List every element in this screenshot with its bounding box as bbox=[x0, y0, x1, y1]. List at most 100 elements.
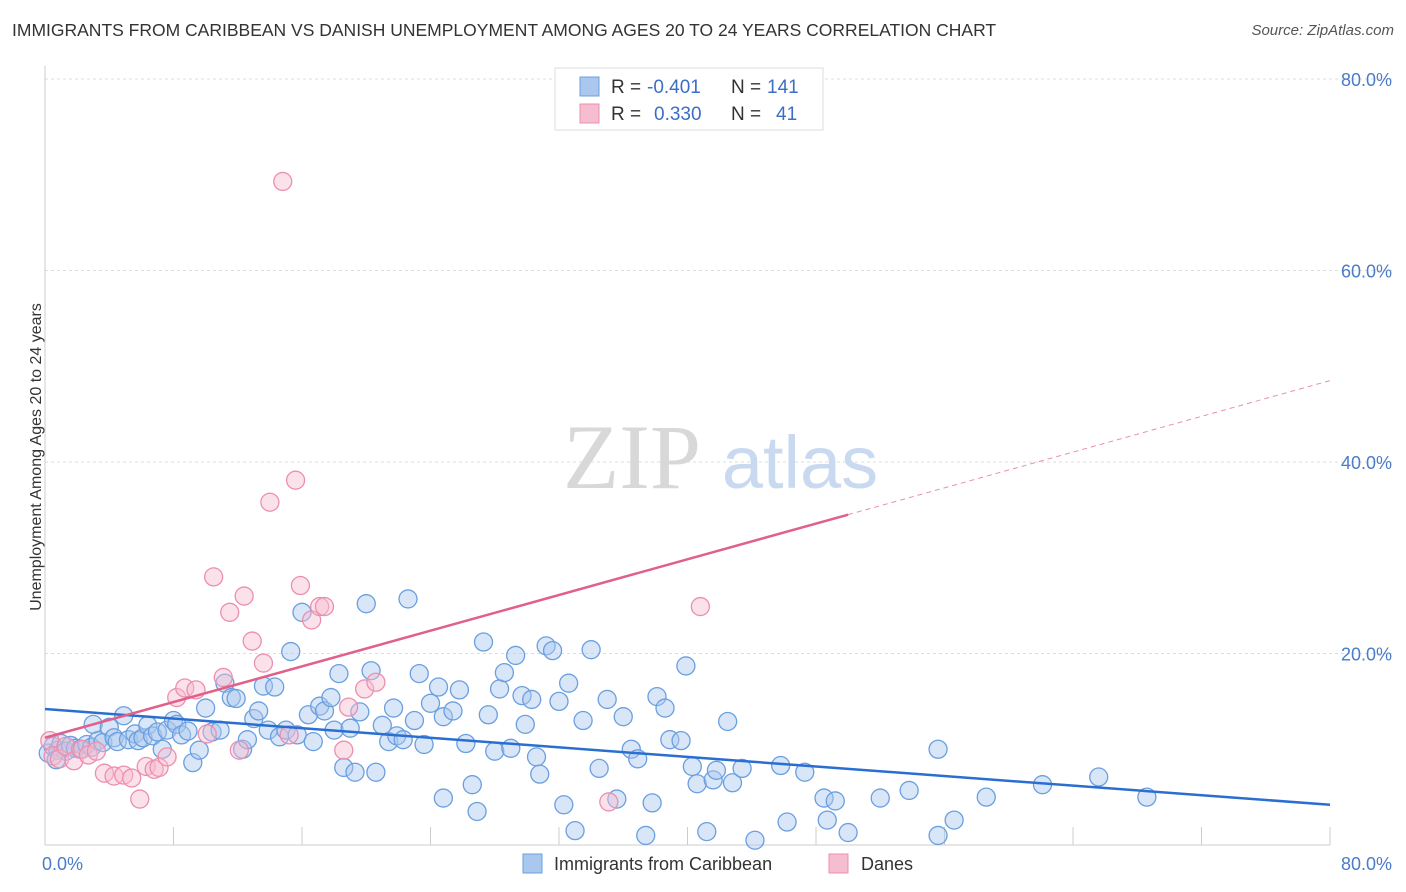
caribbean-point-130 bbox=[838, 822, 858, 843]
caribbean-point-102 bbox=[589, 758, 609, 779]
danes-point-41 bbox=[690, 596, 710, 617]
caribbean-point-134 bbox=[928, 825, 948, 846]
danes-point-32 bbox=[290, 575, 311, 596]
watermark-atlas: atlas bbox=[722, 421, 878, 504]
danes-point-28 bbox=[260, 492, 280, 512]
axes bbox=[44, 66, 1331, 846]
caribbean-point-86 bbox=[494, 663, 515, 683]
caribbean-point-95 bbox=[542, 640, 563, 661]
legend-swatch-blue bbox=[579, 76, 600, 97]
caribbean-point-57 bbox=[334, 757, 354, 778]
caribbean-point-85 bbox=[489, 679, 510, 699]
caribbean-point-72 bbox=[414, 734, 434, 755]
caribbean-point-123 bbox=[745, 830, 765, 850]
danes-point-30 bbox=[279, 725, 299, 745]
caribbean-point-41 bbox=[248, 701, 269, 721]
gridlines bbox=[45, 78, 1392, 654]
tick-labels: 20.0% 40.0% 60.0% 80.0% 0.0% 80.0% bbox=[42, 70, 1392, 874]
caribbean-point-126 bbox=[795, 762, 815, 782]
danes-point-15 bbox=[149, 757, 169, 778]
chart-title: IMMIGRANTS FROM CARIBBEAN VS DANISH UNEM… bbox=[12, 20, 997, 40]
danes-point-20 bbox=[197, 724, 217, 744]
caribbean-point-74 bbox=[428, 677, 449, 697]
danes-point-29 bbox=[273, 171, 293, 192]
legend-r-label-0: R = bbox=[611, 77, 641, 98]
danes-point-38 bbox=[354, 679, 375, 699]
caribbean-point-63 bbox=[366, 762, 386, 782]
caribbean-point-108 bbox=[636, 825, 656, 846]
danes-point-31 bbox=[285, 470, 306, 490]
caribbean-point-136 bbox=[976, 787, 996, 807]
caribbean-point-78 bbox=[449, 680, 470, 700]
caribbean-point-79 bbox=[456, 733, 476, 754]
danes-point-35 bbox=[314, 596, 335, 617]
legend-r-value-1: 0.330 bbox=[654, 104, 702, 125]
caribbean-point-49 bbox=[292, 602, 312, 622]
caribbean-point-69 bbox=[398, 589, 418, 609]
caribbean-point-90 bbox=[515, 714, 535, 735]
caribbean-point-29 bbox=[178, 721, 198, 741]
caribbean-point-109 bbox=[642, 793, 662, 813]
caribbean-point-98 bbox=[558, 673, 579, 693]
caribbean-point-68 bbox=[393, 730, 413, 750]
series-danes-points bbox=[40, 171, 710, 812]
caribbean-point-125 bbox=[777, 812, 797, 832]
y-tick-label-2: 60.0% bbox=[1341, 262, 1392, 282]
caribbean-point-101 bbox=[581, 640, 601, 660]
danes-point-7 bbox=[86, 741, 107, 761]
caribbean-point-91 bbox=[522, 689, 542, 710]
legend-swatch-pink bbox=[579, 103, 600, 124]
series-caribbean-points bbox=[38, 589, 1157, 850]
caribbean-point-31 bbox=[189, 740, 209, 760]
danes-point-24 bbox=[229, 740, 250, 760]
legend-r-label-1: R = bbox=[611, 104, 641, 125]
danes-point-39 bbox=[366, 672, 386, 692]
caribbean-point-87 bbox=[501, 738, 521, 758]
caribbean-point-20 bbox=[133, 728, 153, 748]
caribbean-point-105 bbox=[613, 707, 633, 727]
caribbean-point-25 bbox=[157, 720, 177, 740]
caribbean-point-92 bbox=[526, 747, 547, 767]
legend-n-label-0: N = bbox=[731, 77, 761, 98]
caribbean-point-111 bbox=[655, 698, 675, 718]
x-tick-label-1: 80.0% bbox=[1341, 854, 1392, 874]
trend-line-danes-extrapolated bbox=[847, 380, 1331, 516]
y-tick-label-0: 20.0% bbox=[1341, 645, 1392, 665]
bottom-legend-label-1: Danes bbox=[861, 854, 913, 874]
source-label: Source: ZipAtlas.com bbox=[1251, 22, 1394, 39]
caribbean-point-96 bbox=[549, 691, 569, 712]
caribbean-point-70 bbox=[404, 710, 425, 731]
caribbean-point-131 bbox=[870, 788, 890, 808]
danes-point-3 bbox=[56, 736, 76, 757]
danes-point-37 bbox=[338, 697, 359, 717]
caribbean-point-44 bbox=[265, 677, 285, 697]
caribbean-point-122 bbox=[732, 758, 752, 779]
trend-lines bbox=[44, 380, 1331, 807]
danes-point-16 bbox=[157, 747, 177, 767]
caribbean-point-59 bbox=[345, 762, 365, 782]
caribbean-point-83 bbox=[478, 705, 498, 725]
caribbean-point-32 bbox=[195, 698, 216, 718]
watermark: ZIP atlas bbox=[563, 406, 878, 508]
caribbean-point-128 bbox=[817, 810, 837, 830]
caribbean-point-61 bbox=[356, 594, 376, 614]
caribbean-point-129 bbox=[825, 791, 845, 811]
caribbean-point-76 bbox=[433, 788, 454, 808]
y-tick-label-3: 80.0% bbox=[1341, 70, 1392, 90]
caribbean-point-58 bbox=[340, 718, 360, 738]
caribbean-point-37 bbox=[226, 688, 246, 709]
danes-point-22 bbox=[213, 667, 233, 688]
caribbean-point-48 bbox=[287, 725, 307, 745]
caribbean-point-30 bbox=[183, 753, 203, 773]
caribbean-point-66 bbox=[383, 698, 404, 718]
stats-legend-box bbox=[554, 67, 824, 131]
caribbean-point-82 bbox=[473, 632, 494, 652]
trend-line-danes bbox=[44, 513, 849, 739]
danes-point-36 bbox=[334, 740, 354, 760]
watermark-zip: ZIP bbox=[563, 406, 701, 508]
caribbean-point-84 bbox=[485, 741, 505, 761]
caribbean-point-73 bbox=[420, 693, 441, 713]
caribbean-point-119 bbox=[706, 760, 727, 780]
caribbean-point-120 bbox=[722, 773, 743, 793]
